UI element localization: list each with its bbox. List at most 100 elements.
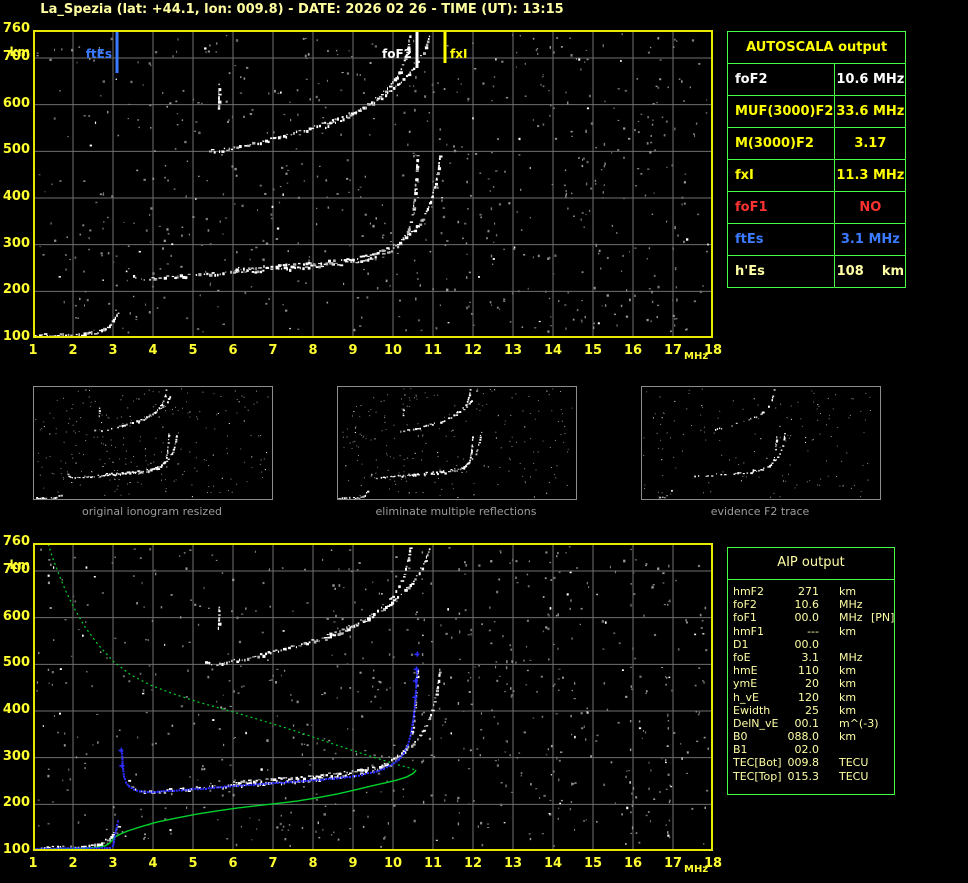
autoscala-row: MUF(3000)F2 33.6 MHz bbox=[726, 95, 907, 128]
x-tick-13: 13 bbox=[503, 856, 523, 871]
aip-param-value: 110 bbox=[798, 664, 819, 678]
aip-row: h_vE 120 km bbox=[733, 691, 894, 704]
aip-param-value: 120 bbox=[798, 690, 819, 704]
x-tick-16: 16 bbox=[623, 343, 643, 358]
x-tick-8: 8 bbox=[308, 343, 318, 358]
x-tick-15: 15 bbox=[583, 856, 603, 871]
aip-param-value: 00.0 bbox=[794, 611, 820, 625]
x-tick-17: 17 bbox=[663, 856, 683, 871]
autoscala-param-value: 11.3 MHz bbox=[834, 159, 907, 192]
x-tick-7: 7 bbox=[268, 343, 278, 358]
autoscala-param-value: NO bbox=[834, 191, 907, 224]
y-tick-600: 600 bbox=[2, 95, 30, 111]
autoscala-param-value: 10.6 MHz bbox=[834, 63, 907, 96]
aip-table: AIP output hmF2 271 km foF2 10.6 MHz foF1 00.0 M… bbox=[727, 547, 895, 795]
y-tick-700: 700 bbox=[2, 562, 30, 577]
aip-param-label: TEC[Top] bbox=[733, 769, 782, 783]
aip-row: foF2 10.6 MHz bbox=[733, 598, 894, 611]
station-title: La_Spezia (lat: +44.1, lon: 009.8) - DAT… bbox=[40, 2, 564, 17]
aip-row: DelN_vE 00.1 m^(-3) bbox=[733, 717, 894, 730]
y-tick-400: 400 bbox=[2, 189, 30, 204]
x-tick-14: 14 bbox=[543, 343, 563, 358]
aip-param-label: foE bbox=[733, 650, 751, 664]
autoscala-header: AUTOSCALA output bbox=[726, 31, 907, 64]
thumbnail-label: original ionogram resized bbox=[82, 505, 222, 518]
x-tick-7: 7 bbox=[268, 856, 278, 871]
plot-border bbox=[33, 543, 713, 851]
autoscala-param-label: M(3000)F2 bbox=[726, 127, 836, 160]
traces bbox=[33, 543, 442, 851]
y-tick-300: 300 bbox=[2, 235, 30, 251]
aip-param-value: 10.6 bbox=[794, 598, 820, 612]
aip-row: Ewidth 25 km bbox=[733, 704, 894, 717]
autoscala-param-label: foF2 bbox=[726, 63, 836, 96]
aip-header: AIP output bbox=[728, 548, 894, 580]
aip-row: foF1 00.0 MHz [PN] bbox=[733, 611, 894, 624]
aip-param-value: 00.1 bbox=[794, 716, 820, 730]
aip-param-label: D1 bbox=[733, 637, 749, 651]
y-axis-unit: km bbox=[9, 45, 30, 59]
aip-param-label: ymE bbox=[733, 677, 758, 691]
autoscala-row: ftEs 3.1 MHz bbox=[726, 223, 907, 256]
x-tick-13: 13 bbox=[503, 343, 523, 358]
x-tick-18: 18 bbox=[703, 343, 723, 358]
aip-param-label: h_vE bbox=[733, 690, 759, 704]
y-tick-760: 760 bbox=[2, 21, 30, 36]
x-tick-14: 14 bbox=[543, 856, 563, 871]
aip-param-unit: MHz bbox=[839, 611, 863, 625]
aip-param-label: foF2 bbox=[733, 598, 757, 612]
autoscala-param-value: 3.1 MHz bbox=[834, 223, 907, 256]
x-tick-12: 12 bbox=[463, 856, 483, 871]
aip-param-value: 25 bbox=[805, 703, 819, 717]
autoscala-param-label: fxI bbox=[726, 159, 836, 192]
foF2-marker-label: foF2 bbox=[382, 47, 412, 61]
aip-param-unit: km bbox=[839, 585, 857, 598]
x-tick-16: 16 bbox=[623, 856, 643, 871]
x-tick-4: 4 bbox=[148, 343, 158, 358]
aip-row: hmE 110 km bbox=[733, 664, 894, 677]
autoscala-row: h'Es 108 km bbox=[726, 255, 907, 288]
aip-param-unit: km bbox=[839, 664, 857, 678]
x-tick-10: 10 bbox=[383, 343, 403, 358]
x-tick-8: 8 bbox=[308, 856, 318, 871]
autoscala-param-label: MUF(3000)F2 bbox=[726, 95, 836, 128]
aip-rows: hmF2 271 km foF2 10.6 MHz foF1 00.0 MHz [PN] hmF1 -… bbox=[728, 580, 894, 783]
aip-param-value: 271 bbox=[798, 585, 819, 598]
ftEs-marker-label: ftEs bbox=[86, 47, 112, 61]
y-tick-400: 400 bbox=[2, 702, 30, 717]
autoscala-param-value: 33.6 MHz bbox=[834, 95, 907, 128]
aip-row: B0 088.0 km bbox=[733, 730, 894, 743]
aip-row: foE 3.1 MHz bbox=[733, 651, 894, 664]
aip-row: hmF2 271 km bbox=[733, 585, 894, 598]
x-tick-10: 10 bbox=[383, 856, 403, 871]
aip-param-unit: km bbox=[839, 703, 857, 717]
thumbnail-label: evidence F2 trace bbox=[710, 505, 810, 518]
x-tick-11: 11 bbox=[423, 856, 443, 871]
y-tick-500: 500 bbox=[2, 142, 30, 158]
x-tick-3: 3 bbox=[108, 343, 118, 358]
autoscala-row: M(3000)F2 3.17 bbox=[726, 127, 907, 160]
aip-param-value: 015.3 bbox=[787, 769, 820, 783]
y-tick-200: 200 bbox=[2, 795, 30, 811]
profile-ionogram-plot bbox=[33, 543, 713, 851]
aip-param-unit: TECU bbox=[839, 769, 869, 783]
autoscala-param-value: 3.17 bbox=[834, 127, 907, 160]
aip-param-unit: TECU bbox=[839, 756, 869, 770]
aip-row: D1 00.0 bbox=[733, 638, 894, 651]
thumbnail-evidence-f2-trace bbox=[641, 386, 881, 500]
aip-param-label: hmF1 bbox=[733, 624, 765, 638]
aip-param-label: hmE bbox=[733, 664, 758, 678]
aip-param-value: 20 bbox=[805, 677, 819, 691]
x-tick-12: 12 bbox=[463, 343, 483, 358]
aip-param-unit: km bbox=[839, 730, 857, 744]
aip-param-label: TEC[Bot] bbox=[733, 756, 782, 770]
aip-param-label: B0 bbox=[733, 730, 748, 744]
y-tick-100: 100 bbox=[2, 329, 30, 344]
main-ionogram-plot: ftEs foF2 fxI bbox=[33, 30, 713, 338]
autoscala-row: fxI 11.3 MHz bbox=[726, 159, 907, 192]
aip-param-label: B1 bbox=[733, 743, 748, 757]
x-tick-5: 5 bbox=[188, 343, 198, 358]
thumbnail-label: eliminate multiple reflections bbox=[375, 505, 537, 518]
aip-param-unit: MHz bbox=[839, 650, 863, 664]
